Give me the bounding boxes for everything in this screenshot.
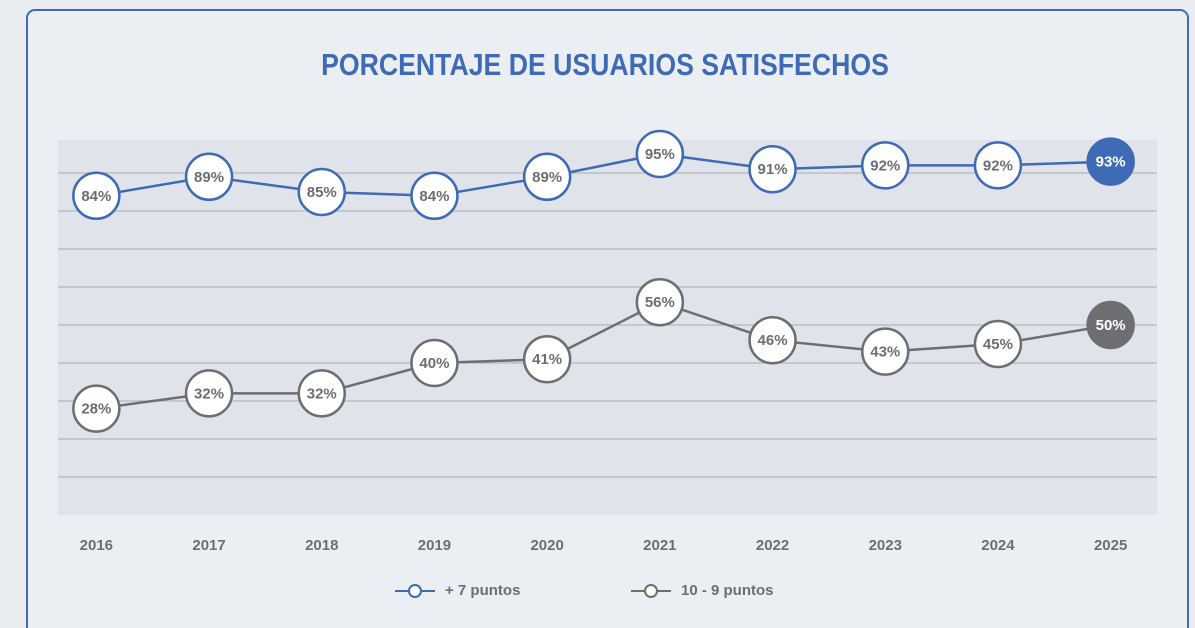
point [861,141,910,190]
point [748,144,797,194]
data-label: 91% [758,161,788,178]
point [748,315,797,365]
point [184,152,234,202]
point [410,338,459,388]
point [973,141,1023,190]
point [973,319,1023,369]
point [297,167,346,217]
point [522,152,572,202]
data-label: 84% [81,188,111,205]
data-label: 40% [419,355,449,372]
legend-marker [408,584,422,598]
data-label: 93% [1096,154,1126,171]
data-label: 89% [194,169,224,186]
x-tick-label: 2025 [1094,537,1127,554]
data-label: 95% [645,146,675,163]
point [184,369,234,418]
point [635,277,685,327]
x-tick-label: 2023 [869,537,902,554]
x-tick-label: 2018 [305,537,338,554]
x-tick-label: 2017 [192,537,225,554]
point [635,129,685,179]
data-label: 92% [870,157,900,174]
point [72,384,121,433]
x-tick-label: 2021 [643,537,676,554]
point [72,171,121,221]
data-label: 32% [307,385,337,402]
data-label: 89% [532,169,562,186]
data-label: 84% [419,188,449,205]
data-label: 50% [1096,317,1126,334]
data-label: 46% [758,332,788,349]
point [861,327,910,376]
point [410,171,459,221]
data-label: 45% [983,336,1013,353]
point [1086,300,1135,350]
data-label: 41% [532,351,562,368]
legend-label: 10 - 9 puntos [681,582,774,599]
point [522,334,572,384]
data-label: 85% [307,184,337,201]
x-tick-label: 2020 [530,537,563,554]
chart-title: PORCENTAJE DE USUARIOS SATISFECHOS [321,48,889,82]
data-label: 43% [870,344,900,361]
x-tick-label: 2024 [981,537,1015,554]
data-label: 32% [194,385,224,402]
data-label: 56% [645,294,675,311]
data-label: 28% [81,401,111,418]
point [1086,137,1135,186]
x-tick-label: 2016 [80,537,113,554]
x-tick-label: 2019 [418,537,451,554]
series-line [96,300,1111,410]
legend-marker [644,584,658,598]
x-tick-label: 2022 [756,537,789,554]
point [297,369,346,418]
series-line [96,152,1111,198]
data-label: 92% [983,157,1013,174]
legend-label: + 7 puntos [445,582,520,599]
